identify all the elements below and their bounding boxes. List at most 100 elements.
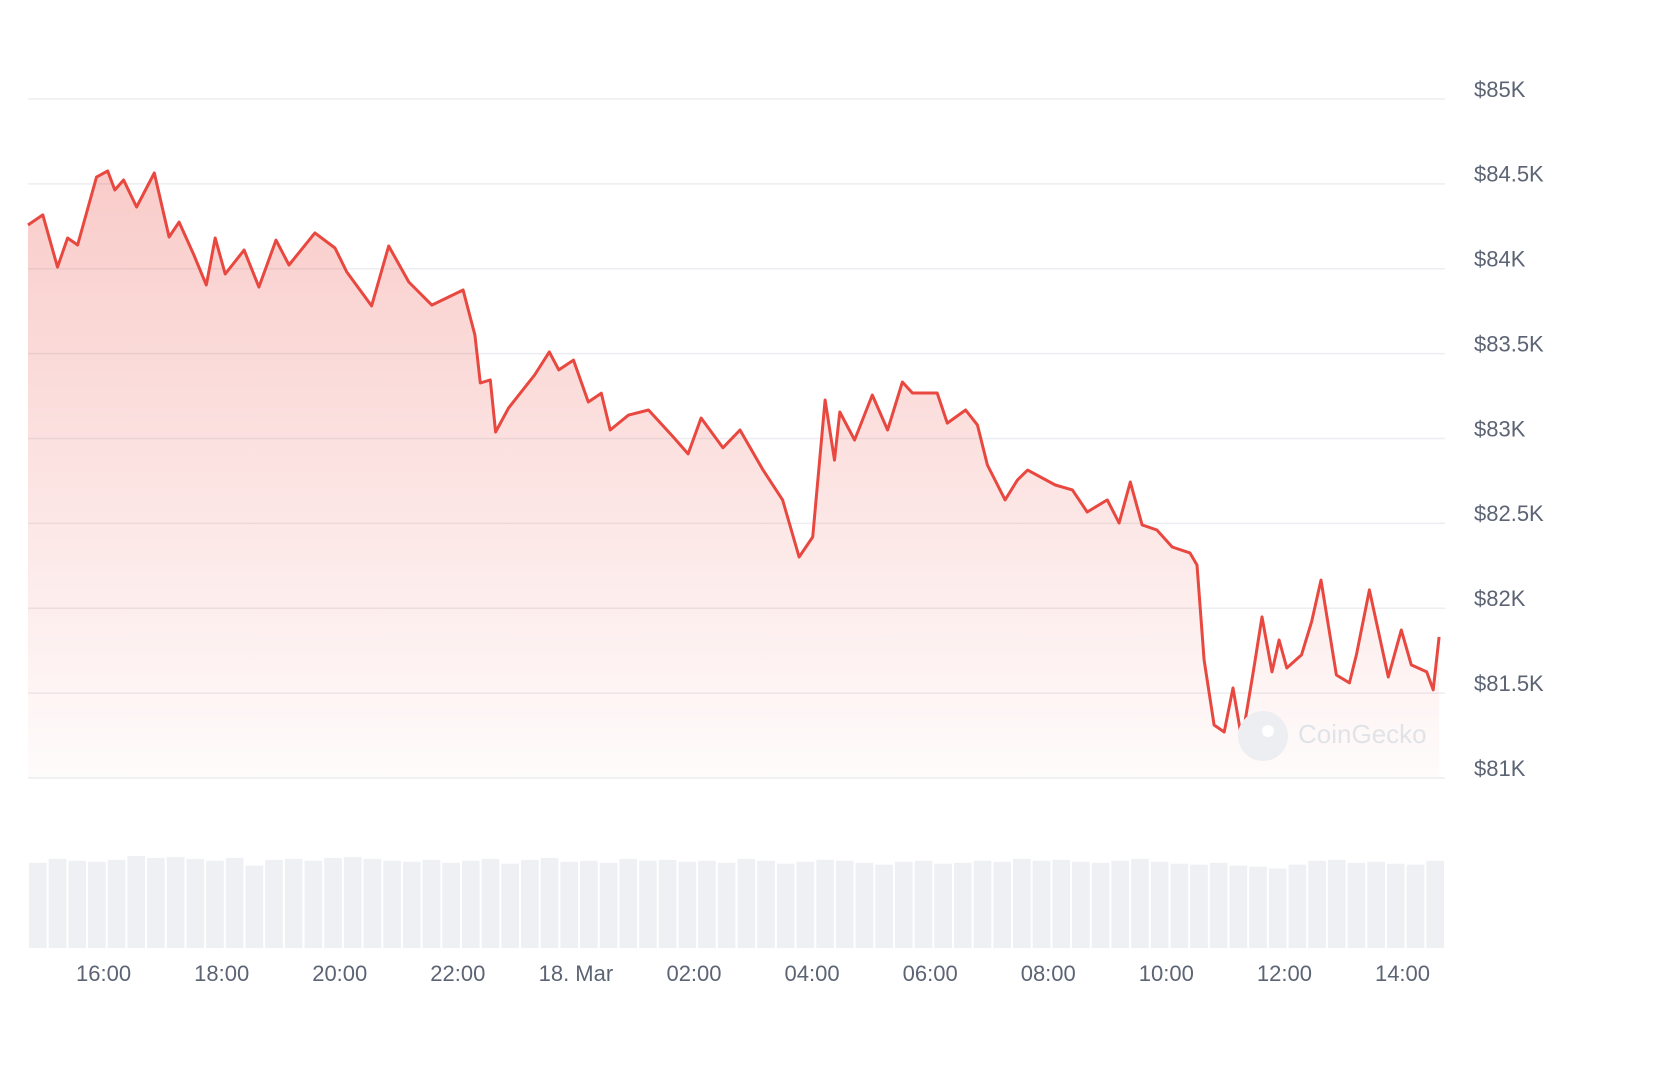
volume-bar — [422, 859, 441, 948]
volume-bar — [442, 862, 460, 948]
watermark-text: CoinGecko — [1298, 719, 1427, 749]
volume-bar — [973, 860, 992, 948]
y-tick-label: $83K — [1474, 416, 1526, 441]
volume-bar — [1426, 860, 1444, 948]
volume-bar — [1308, 860, 1326, 948]
x-tick-label: 14:00 — [1375, 961, 1430, 986]
volume-bar — [147, 857, 165, 948]
volume-bar — [658, 859, 677, 948]
volume-bar — [29, 862, 47, 948]
volume-bar — [304, 860, 323, 948]
volume-bar — [1131, 858, 1149, 948]
volume-bar — [1091, 862, 1110, 948]
volume-bar — [993, 861, 1012, 948]
volume-bar — [206, 860, 224, 948]
y-tick-label: $83.5K — [1474, 331, 1544, 356]
volume-bar — [816, 859, 834, 948]
y-tick-label: $85K — [1474, 77, 1526, 102]
volume-bar — [757, 860, 775, 948]
volume-bar — [107, 859, 126, 948]
volume-bar — [1367, 861, 1385, 948]
volume-bar — [1347, 862, 1366, 948]
volume-bar — [639, 860, 657, 948]
volume-bar — [934, 863, 952, 948]
volume-bar — [580, 860, 598, 948]
y-tick-label: $81.5K — [1474, 671, 1544, 696]
y-tick-label: $84K — [1474, 247, 1526, 272]
volume-bar — [88, 861, 106, 948]
volume-bar — [363, 858, 382, 948]
volume-bar — [1150, 861, 1169, 948]
watermark-logo — [1238, 711, 1288, 761]
volume-bar — [1032, 860, 1051, 948]
volume-bar — [698, 860, 716, 948]
volume-bar — [776, 863, 795, 948]
volume-bar — [166, 856, 185, 948]
volume-bar — [1386, 863, 1405, 948]
volume-bar — [501, 863, 520, 948]
volume-bar — [1327, 859, 1346, 948]
volume-bar — [481, 858, 500, 948]
volume-bar — [1013, 858, 1031, 948]
x-tick-label: 18. Mar — [539, 961, 614, 986]
watermark-logo-eye — [1262, 725, 1274, 737]
volume-bar — [402, 861, 421, 948]
y-tick-label: $82.5K — [1474, 501, 1544, 526]
x-tick-label: 18:00 — [194, 961, 249, 986]
volume-bar — [461, 860, 480, 948]
x-tick-label: 12:00 — [1257, 961, 1312, 986]
x-tick-label: 02:00 — [666, 961, 721, 986]
volume-bar — [521, 859, 539, 948]
volume-bar — [383, 860, 401, 948]
volume-bar — [599, 862, 618, 948]
volume-bar — [560, 861, 579, 948]
volume-bar — [343, 856, 362, 948]
x-tick-label: 04:00 — [785, 961, 840, 986]
volume-bar — [855, 862, 874, 948]
volume-bar — [1406, 864, 1425, 948]
volume-bar — [540, 857, 559, 948]
volume-bar — [1170, 863, 1189, 948]
volume-bar — [835, 860, 854, 948]
watermark: CoinGecko — [1238, 711, 1427, 761]
volume-bar — [875, 864, 893, 948]
volume-bar — [245, 865, 264, 948]
volume-bar — [678, 861, 697, 948]
volume-bar — [953, 862, 972, 948]
x-tick-label: 08:00 — [1021, 961, 1076, 986]
volume-bar — [68, 860, 87, 948]
volume-bar — [1190, 864, 1208, 948]
price-line — [27, 169, 1441, 742]
volume-bar — [894, 861, 913, 948]
volume-bar — [914, 860, 933, 948]
x-tick-label: 20:00 — [312, 961, 367, 986]
y-tick-label: $82K — [1474, 586, 1526, 611]
volume-bar — [1111, 860, 1130, 948]
y-tick-label: $81K — [1474, 756, 1526, 781]
x-tick-label: 10:00 — [1139, 961, 1194, 986]
volume-bar — [284, 858, 303, 948]
volume-bar — [1209, 862, 1228, 948]
volume-bar — [127, 856, 146, 948]
volume-bar — [737, 858, 756, 948]
volume-bar — [225, 857, 244, 948]
volume-bar — [1229, 865, 1248, 948]
x-tick-label: 16:00 — [76, 961, 131, 986]
volume-bar — [1268, 868, 1287, 948]
volume-bar — [48, 858, 67, 948]
volume-bar — [324, 857, 342, 948]
volume-bar — [717, 862, 736, 948]
x-tick-label: 06:00 — [903, 961, 958, 986]
price-area — [28, 171, 1440, 778]
volume-bar — [186, 858, 205, 948]
volume-bar — [619, 858, 638, 948]
volume-bar — [265, 859, 283, 948]
volume-bar — [1072, 861, 1090, 948]
volume-bar — [1052, 859, 1071, 948]
volume-bar — [1288, 864, 1307, 948]
volume-bar — [1249, 866, 1267, 948]
volume-bar — [796, 861, 815, 948]
y-tick-label: $84.5K — [1474, 162, 1544, 187]
